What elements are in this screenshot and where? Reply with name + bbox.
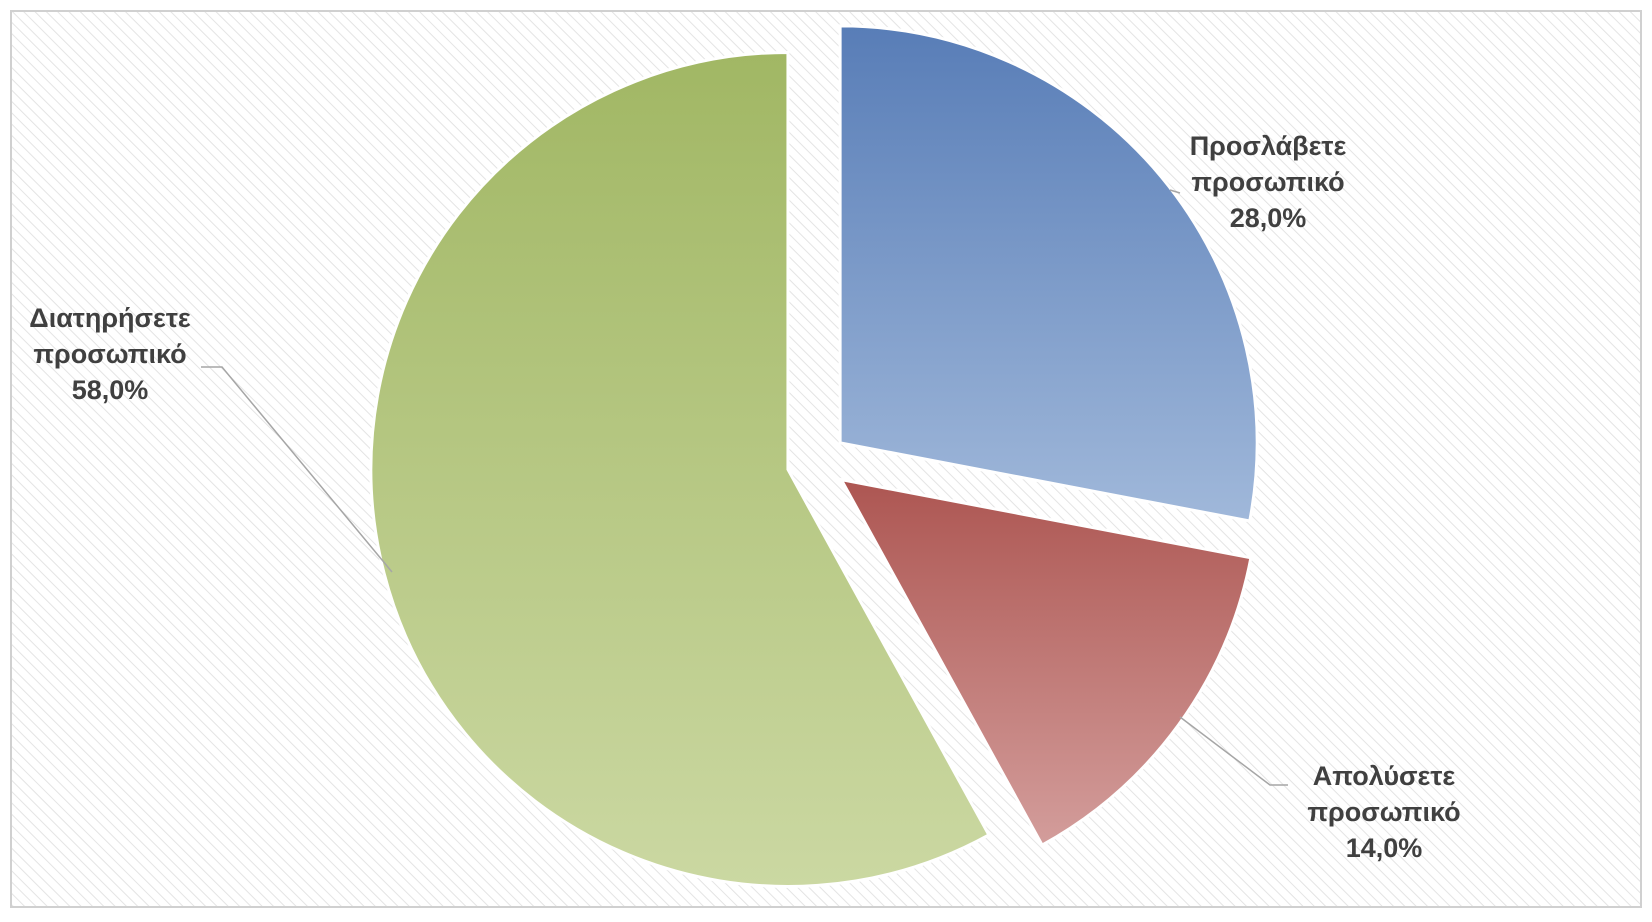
category-label: Απολύσετε προσωπικό [1307, 761, 1461, 827]
category-label: Διατηρήσετε προσωπικό [29, 303, 191, 369]
data-label: Διατηρήσετε προσωπικό 58,0% [5, 300, 215, 408]
pie-slice [838, 24, 1259, 523]
data-label: Προσλάβετε προσωπικό 28,0% [1163, 128, 1373, 236]
value-label: 58,0% [71, 375, 149, 405]
pie [369, 24, 1259, 888]
pie-slice [369, 50, 991, 888]
data-label: Απολύσετε προσωπικό 14,0% [1279, 758, 1489, 866]
value-label: 14,0% [1345, 833, 1423, 863]
leader-line [1179, 716, 1288, 786]
leader-line [201, 366, 393, 573]
category-label: Προσλάβετε προσωπικό [1189, 131, 1347, 197]
value-label: 28,0% [1229, 203, 1307, 233]
pie-slice [838, 477, 1253, 848]
leader-line [1169, 189, 1181, 194]
